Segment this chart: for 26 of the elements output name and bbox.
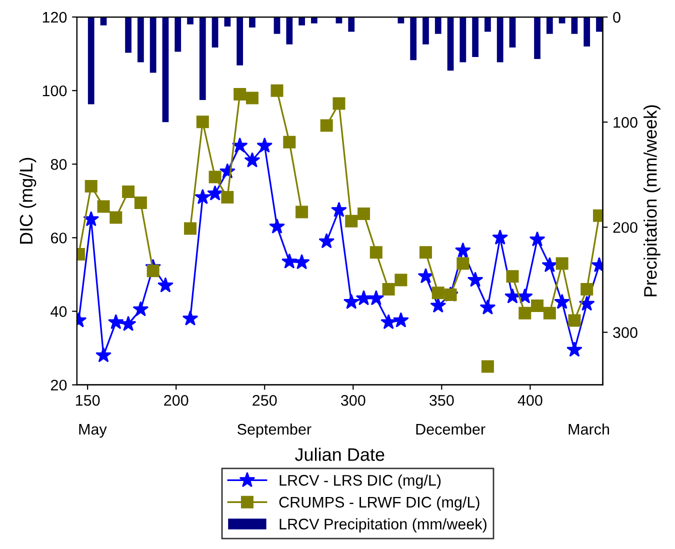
x-tick-label: 300 bbox=[340, 394, 366, 406]
x-axis-title: Julian Date bbox=[294, 448, 384, 461]
y-tick-label: 20 bbox=[51, 380, 67, 391]
y2-tick-label: 300 bbox=[613, 327, 638, 338]
y-tick-label: 120 bbox=[42, 12, 67, 23]
x-tick-label: 350 bbox=[430, 394, 454, 406]
y-tick-label: 100 bbox=[42, 85, 67, 96]
y-tick-label: 80 bbox=[50, 159, 67, 170]
y2-tick-label: 200 bbox=[613, 222, 638, 233]
x-tick-label: 400 bbox=[518, 394, 542, 406]
y2-axis-title: Precipitation (mm/week) bbox=[644, 105, 660, 296]
legend-label: LRCV - LRS DIC (mg/L) bbox=[280, 474, 441, 489]
text: May bbox=[79, 424, 107, 438]
text: March bbox=[568, 423, 609, 435]
y-tick-label: 40 bbox=[50, 306, 67, 317]
text: December bbox=[416, 423, 486, 435]
y-tick-label: 60 bbox=[51, 232, 67, 244]
legend-label: CRUMPS - LRWF DIC (mg/L) bbox=[279, 496, 480, 511]
x-tick-label: 250 bbox=[252, 394, 277, 406]
text: September bbox=[237, 423, 312, 438]
x-tick-label: 150 bbox=[76, 394, 100, 406]
y2-tick-label: 100 bbox=[614, 116, 638, 128]
y2-tick-label: 0 bbox=[613, 12, 620, 23]
legend-label: LRCV Precipitation (mm/week) bbox=[280, 518, 486, 533]
x-tick-label: 200 bbox=[164, 394, 188, 406]
y-axis-title: DIC (mg/L) bbox=[19, 158, 36, 244]
